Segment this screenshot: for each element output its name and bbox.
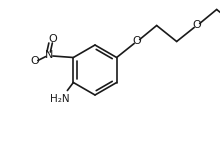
Text: O: O (132, 36, 141, 46)
Text: O: O (48, 35, 57, 44)
Text: O: O (30, 57, 39, 66)
Text: N: N (45, 51, 53, 60)
Text: O: O (192, 20, 201, 31)
Text: H₂N: H₂N (50, 93, 69, 104)
